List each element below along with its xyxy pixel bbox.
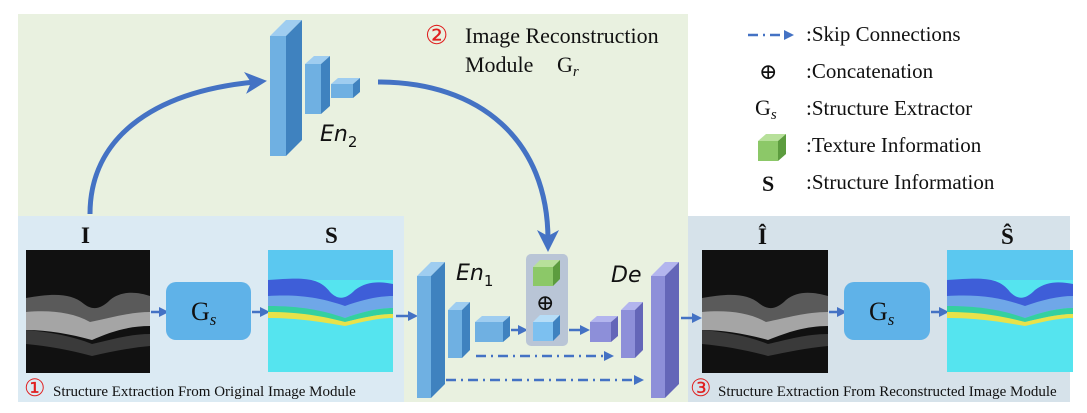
gs-label-1-main: G: [191, 297, 210, 326]
en1-label: En1: [456, 261, 493, 290]
legend-structure-label: :Structure Information: [806, 170, 995, 194]
extraction-original-caption: Structure Extraction From Original Image…: [53, 384, 356, 400]
reconstruction-symbol-sub: r: [573, 64, 579, 80]
reconstruction-symbol-g: G: [557, 52, 573, 77]
texture-cube-icon: [533, 260, 560, 286]
structure-extractor-label-1: Gs: [191, 297, 217, 329]
legend-extractor-g: G: [755, 95, 771, 120]
gs-label-2-main: G: [869, 297, 888, 326]
structure-label: S: [325, 223, 338, 248]
legend-extractor-sub: s: [771, 107, 777, 123]
en2-to-texture-arrow: [377, 79, 559, 252]
input-to-en2-arrow: [87, 72, 267, 215]
structure-feature-cube-icon: [533, 315, 560, 341]
encoder-en1: [417, 262, 510, 398]
en1-label-sub: 1: [484, 272, 494, 290]
en1-label-main: En: [456, 261, 484, 286]
structure-map: [268, 250, 393, 372]
legend-concat-label: :Concatenation: [806, 59, 934, 83]
reconstruction-module-symbol: Gr: [557, 52, 579, 80]
reconstructed-structure-map: [947, 250, 1073, 372]
legend-texture-label: :Texture Information: [806, 133, 982, 157]
reconstruction-module-title-line2: Module: [465, 52, 533, 77]
en2-label: En2: [320, 122, 357, 151]
legend: :Skip Connections ⊕ :Concatenation Gs :S…: [748, 22, 995, 196]
legend-structure-icon: S: [762, 171, 774, 196]
legend-skip-label: :Skip Connections: [806, 22, 961, 46]
en2-label-sub: 2: [348, 133, 358, 151]
gs-label-2-sub: s: [888, 310, 895, 329]
extraction-reconstructed-caption: Structure Extraction From Reconstructed …: [718, 384, 1057, 400]
reconstruction-module-title-line1: Image Reconstruction: [465, 23, 659, 48]
extraction-reconstructed-number: ③: [690, 376, 712, 402]
en2-label-main: En: [320, 122, 348, 147]
reconstruction-module-number: ②: [425, 21, 448, 50]
legend-extractor-icon: Gs: [755, 95, 777, 123]
structure-extractor-box-2: [844, 282, 930, 340]
decoder-label: De: [611, 263, 641, 288]
input-image-label: I: [81, 223, 90, 248]
concat-symbol: ⊕: [536, 290, 554, 315]
recon-image-label: Î: [758, 223, 767, 249]
input-oct-image: [26, 250, 150, 373]
legend-texture-cube-icon: [758, 134, 786, 161]
legend-extractor-label: :Structure Extractor: [806, 96, 972, 120]
structure-extractor-box-1: [166, 282, 251, 340]
reconstructed-oct-image: [702, 250, 828, 373]
recon-structure-label: Ŝ: [1001, 223, 1014, 249]
extraction-original-number: ①: [24, 376, 46, 402]
decoder-de: [590, 262, 679, 398]
gs-label-1-sub: s: [210, 310, 217, 329]
legend-concat-icon: ⊕: [759, 59, 777, 84]
encoder-en2: [270, 20, 360, 156]
structure-extractor-label-2: Gs: [869, 297, 895, 329]
